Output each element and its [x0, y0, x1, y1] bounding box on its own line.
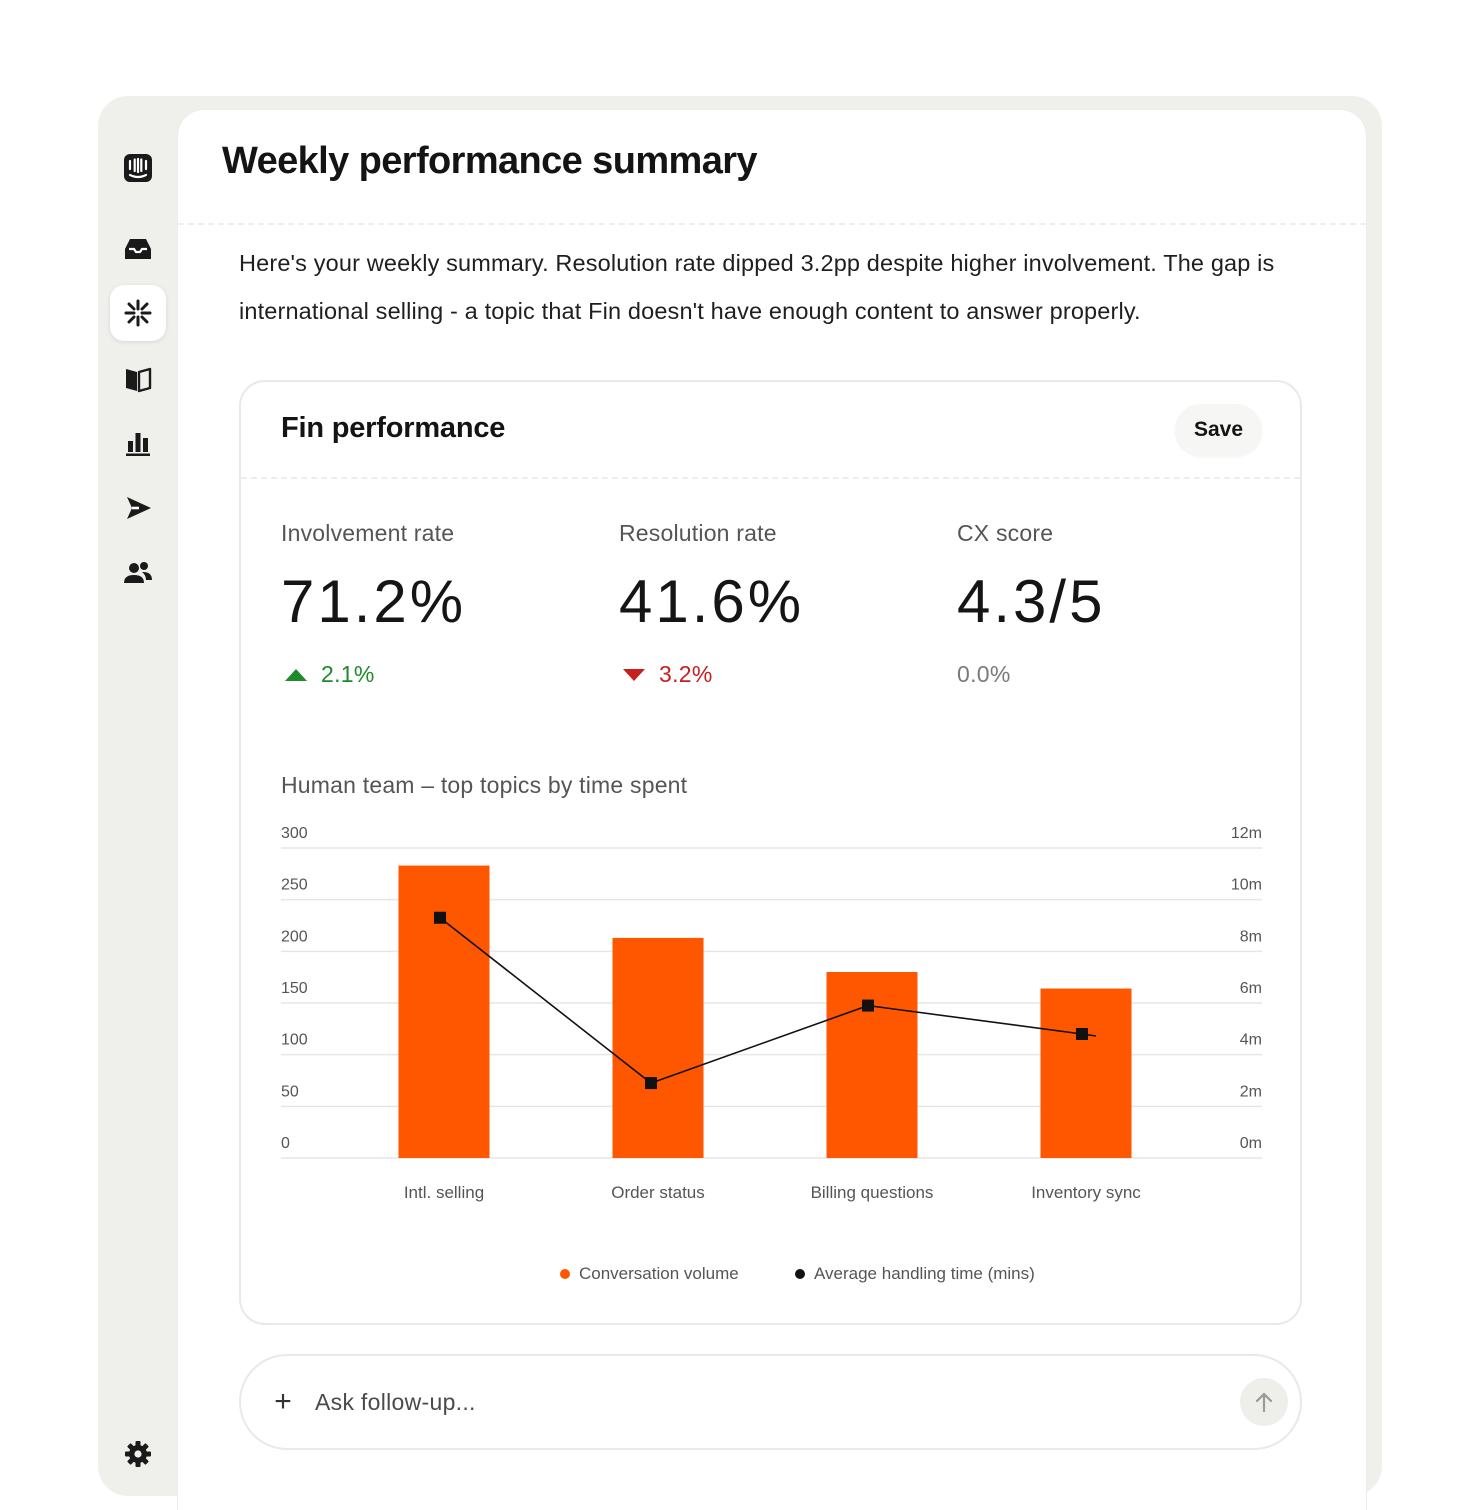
- metric-value: 41.6%: [619, 568, 805, 635]
- metric-delta-value: 0.0%: [957, 661, 1011, 687]
- arrow-up-icon: [1255, 1392, 1273, 1413]
- line-point-marker: [434, 911, 446, 924]
- knowledge-book-icon[interactable]: [110, 351, 166, 407]
- trend-down-icon: [623, 668, 645, 681]
- metric-involvement-rate: Involvement rate 71.2% 2.1%: [281, 520, 601, 688]
- follow-up-composer: +: [239, 1354, 1302, 1450]
- sidebar: [98, 96, 178, 1496]
- y-right-tick-label: 4m: [1240, 1032, 1262, 1049]
- send-button[interactable]: [1240, 1378, 1288, 1426]
- bar-order-status: [612, 937, 704, 1158]
- y-right-tick-label: 0m: [1240, 1135, 1262, 1152]
- page-title: Weekly performance summary: [222, 140, 758, 182]
- metric-label: CX score: [957, 520, 1054, 546]
- bar-intl-selling: [398, 865, 490, 1158]
- add-attachment-button[interactable]: +: [269, 1384, 297, 1420]
- y-right-tick-label: 8m: [1240, 928, 1262, 945]
- legend-swatch-black: [795, 1269, 805, 1279]
- line-average-handling-time: [439, 917, 1097, 1084]
- chart-title: Human team – top topics by time spent: [281, 772, 688, 798]
- legend-swatch-orange: [560, 1269, 570, 1279]
- legend-label: Average handling time (mins): [814, 1264, 1035, 1283]
- y-left-tick-label: 150: [281, 980, 308, 997]
- x-tick-label: Order status: [611, 1183, 705, 1202]
- outbound-send-icon[interactable]: [110, 480, 166, 536]
- legend-label: Conversation volume: [579, 1264, 739, 1283]
- x-tick-label: Intl. selling: [404, 1183, 484, 1202]
- bar-inventory-sync: [1040, 988, 1132, 1158]
- metric-cx-score: CX score 4.3/5 0.0%: [957, 520, 1277, 688]
- summary-message: Here's your weekly summary. Resolution r…: [239, 250, 1275, 324]
- metric-value: 71.2%: [281, 568, 467, 635]
- fin-performance-card: Fin performance Save Involvement rate 71…: [239, 380, 1302, 1325]
- app-window: Weekly performance summary Here's your w…: [98, 96, 1382, 1510]
- legend-item-handling-time: Average handling time (mins): [795, 1264, 1035, 1284]
- topics-combo-chart: 0 0m 50 2m 100 4m 150 6m 200 8m 250 10m 300 12m Intl. …: [281, 825, 1262, 1202]
- y-right-tick-label: 6m: [1240, 980, 1262, 997]
- line-point-marker: [645, 1077, 657, 1090]
- metric-resolution-rate: Resolution rate 41.6% 3.2%: [619, 520, 939, 688]
- y-left-tick-label: 100: [281, 1032, 308, 1049]
- settings-gear-icon[interactable]: [110, 1426, 166, 1482]
- metric-delta: 0.0%: [957, 661, 1277, 688]
- reports-bar-chart-icon[interactable]: [110, 415, 166, 471]
- title-divider: [178, 223, 1366, 225]
- y-left-tick-label: 200: [281, 928, 308, 945]
- metric-label: Involvement rate: [281, 520, 455, 546]
- metric-value: 4.3/5: [957, 568, 1106, 635]
- metric-delta-value: 2.1%: [321, 661, 375, 687]
- x-tick-label: Billing questions: [811, 1183, 934, 1202]
- main-panel: Weekly performance summary Here's your w…: [178, 110, 1366, 1510]
- trend-up-icon: [285, 668, 307, 681]
- x-tick-label: Inventory sync: [1031, 1183, 1141, 1202]
- fin-ai-icon[interactable]: [110, 285, 166, 341]
- follow-up-input[interactable]: [315, 1382, 1195, 1422]
- y-left-tick-label: 250: [281, 877, 308, 894]
- card-title: Fin performance: [281, 412, 506, 444]
- y-left-tick-label: 0: [281, 1135, 290, 1152]
- contacts-people-icon[interactable]: [110, 545, 166, 601]
- y-right-tick-label: 10m: [1231, 877, 1262, 894]
- line-point-marker: [862, 999, 874, 1012]
- intercom-logo-icon[interactable]: [110, 140, 166, 196]
- metric-delta-value: 3.2%: [659, 661, 713, 687]
- y-right-tick-label: 2m: [1240, 1083, 1262, 1100]
- line-point-marker: [1076, 1028, 1088, 1040]
- legend-item-volume: Conversation volume: [560, 1264, 739, 1284]
- card-divider: [241, 477, 1300, 479]
- metric-delta: 2.1%: [281, 661, 601, 688]
- y-right-tick-label: 12m: [1231, 825, 1262, 842]
- save-button[interactable]: Save: [1174, 404, 1262, 456]
- y-left-tick-label: 50: [281, 1083, 299, 1100]
- metric-delta: 3.2%: [619, 661, 939, 688]
- y-left-tick-label: 300: [281, 825, 308, 842]
- metric-label: Resolution rate: [619, 520, 777, 546]
- inbox-icon[interactable]: [110, 221, 166, 277]
